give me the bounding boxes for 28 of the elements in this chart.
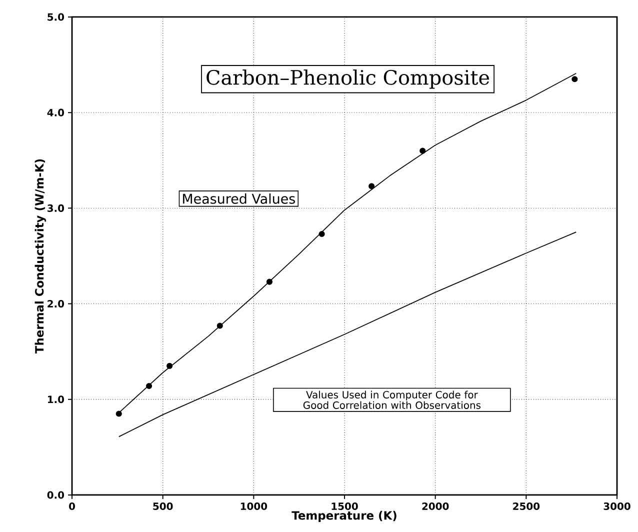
x-axis-title: Temperature (K) (292, 510, 396, 522)
x-tick-label: 2000 (422, 502, 449, 510)
point (116, 410, 122, 417)
x-tick-label: 3000 (604, 502, 630, 510)
y-axis-title: Thermal Conductivity (W/m-K) (34, 159, 46, 354)
point (146, 382, 152, 390)
point (368, 183, 375, 190)
y-tick-label: 0.0 (47, 491, 64, 499)
y-tick-label: 4.0 (47, 108, 64, 116)
x-tick-label: 1000 (240, 502, 268, 510)
point (166, 362, 173, 369)
text: Values Used in Computer Code for Good Correlation with Observations (303, 390, 481, 409)
x-tick-label: 500 (153, 502, 173, 510)
point (266, 278, 273, 285)
point (216, 322, 223, 329)
x-tick-label: 0 (69, 502, 75, 510)
y-tick-label: 2.0 (48, 300, 64, 308)
point (318, 230, 325, 238)
text: Carbon–Phenolic Composite (206, 69, 490, 89)
x-tick-label: 2500 (513, 502, 540, 510)
y-tick-label: 5.0 (48, 13, 64, 21)
text: Measured Values (183, 193, 295, 204)
point (420, 148, 426, 154)
y-tick-label: 3.0 (48, 204, 64, 212)
y-tick-label: 1.0 (48, 396, 64, 404)
x-tick-label: 1500 (332, 502, 358, 510)
line-series (118, 232, 577, 438)
point (572, 76, 578, 82)
